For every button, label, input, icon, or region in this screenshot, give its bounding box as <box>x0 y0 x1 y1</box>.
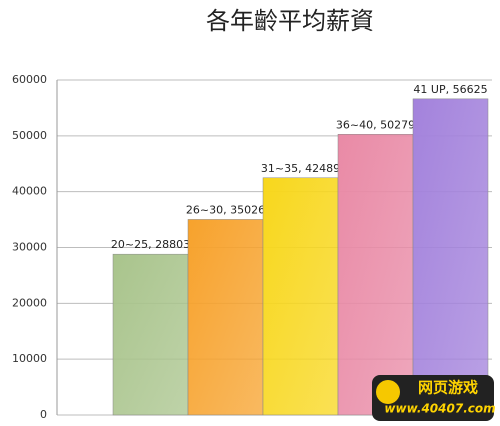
watermark-badge <box>372 375 494 421</box>
y-tick-label: 20000 <box>12 296 47 309</box>
data-label: 31~35, 42489 <box>261 162 340 175</box>
y-tick-label: 10000 <box>12 352 47 365</box>
watermark-title: 网页游戏 <box>418 379 478 397</box>
watermark-url: www.40407.com <box>384 402 495 416</box>
bar <box>187 219 264 416</box>
y-tick-label: 60000 <box>12 73 47 86</box>
data-label: 20~25, 28803 <box>111 238 190 251</box>
y-tick-label: 30000 <box>12 241 47 254</box>
watermark-icon <box>376 380 400 404</box>
bar <box>337 134 414 416</box>
data-label: 36~40, 50279 <box>336 118 415 131</box>
data-label: 26~30, 35026 <box>186 203 265 216</box>
y-tick-label: 40000 <box>12 185 47 198</box>
bar <box>262 177 339 416</box>
chart-title: 各年齡平均薪資 <box>206 7 374 35</box>
bar <box>112 253 189 416</box>
y-tick-label: 0 <box>40 408 47 421</box>
y-tick-label: 50000 <box>12 129 47 142</box>
watermark: 网页游戏 www.40407.com <box>372 375 496 421</box>
bar <box>412 98 489 416</box>
data-label: 41 UP, 56625 <box>413 83 487 96</box>
